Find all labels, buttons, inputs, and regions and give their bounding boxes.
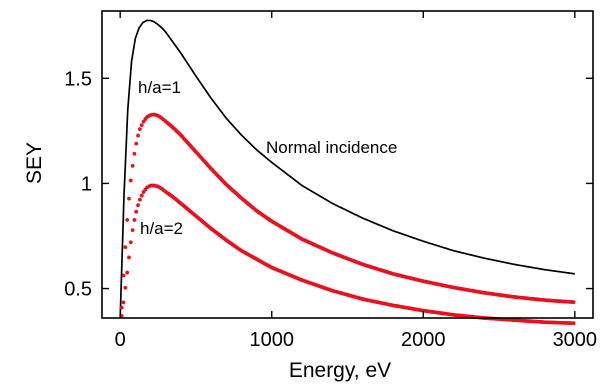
data-point <box>139 193 144 198</box>
y-tick-label: 1.5 <box>64 68 92 90</box>
data-point <box>134 141 139 146</box>
data-point <box>125 270 130 275</box>
data-point <box>571 300 576 305</box>
data-point <box>125 217 130 222</box>
data-point <box>121 273 126 278</box>
series-h-a-1 <box>119 112 576 310</box>
data-point <box>123 285 128 290</box>
plot-marks <box>119 19 576 326</box>
y-tick-label: 0.5 <box>64 279 92 301</box>
data-point <box>132 151 137 156</box>
data-point <box>119 305 124 310</box>
data-point <box>137 127 142 132</box>
data-point <box>121 300 126 305</box>
data-point <box>139 123 144 128</box>
data-point <box>127 255 131 260</box>
data-point <box>123 245 128 250</box>
data-point <box>130 228 135 233</box>
x-axis-ticks: 0 1000 2000 3000 <box>115 11 597 351</box>
x-tick-label: 0 <box>115 329 126 351</box>
y-axis-ticks: 0.5 1 1.5 <box>64 68 593 301</box>
data-point <box>128 240 133 245</box>
data-point <box>134 209 139 214</box>
annotation-normal-incidence: Normal incidence <box>266 138 397 157</box>
data-point <box>128 178 133 183</box>
x-axis-label: Energy, eV <box>289 359 391 382</box>
data-point <box>127 196 131 201</box>
data-point <box>136 133 140 138</box>
annotation-h-a-1: h/a=1 <box>138 78 181 97</box>
series-h-a-2 <box>119 183 576 326</box>
data-point <box>132 218 137 222</box>
y-axis-label: SEY <box>23 142 46 184</box>
series-line-normal-incidence <box>119 19 575 319</box>
data-point <box>136 203 140 208</box>
annotation-h-a-2: h/a=2 <box>140 219 183 238</box>
y-tick-label: 1 <box>81 173 92 195</box>
x-tick-label: 1000 <box>249 329 294 351</box>
data-point <box>137 197 142 202</box>
x-tick-label: 3000 <box>553 329 598 351</box>
plot-frame <box>101 10 594 319</box>
data-point <box>130 163 135 168</box>
x-tick-label: 2000 <box>401 329 446 351</box>
data-point <box>571 321 576 326</box>
